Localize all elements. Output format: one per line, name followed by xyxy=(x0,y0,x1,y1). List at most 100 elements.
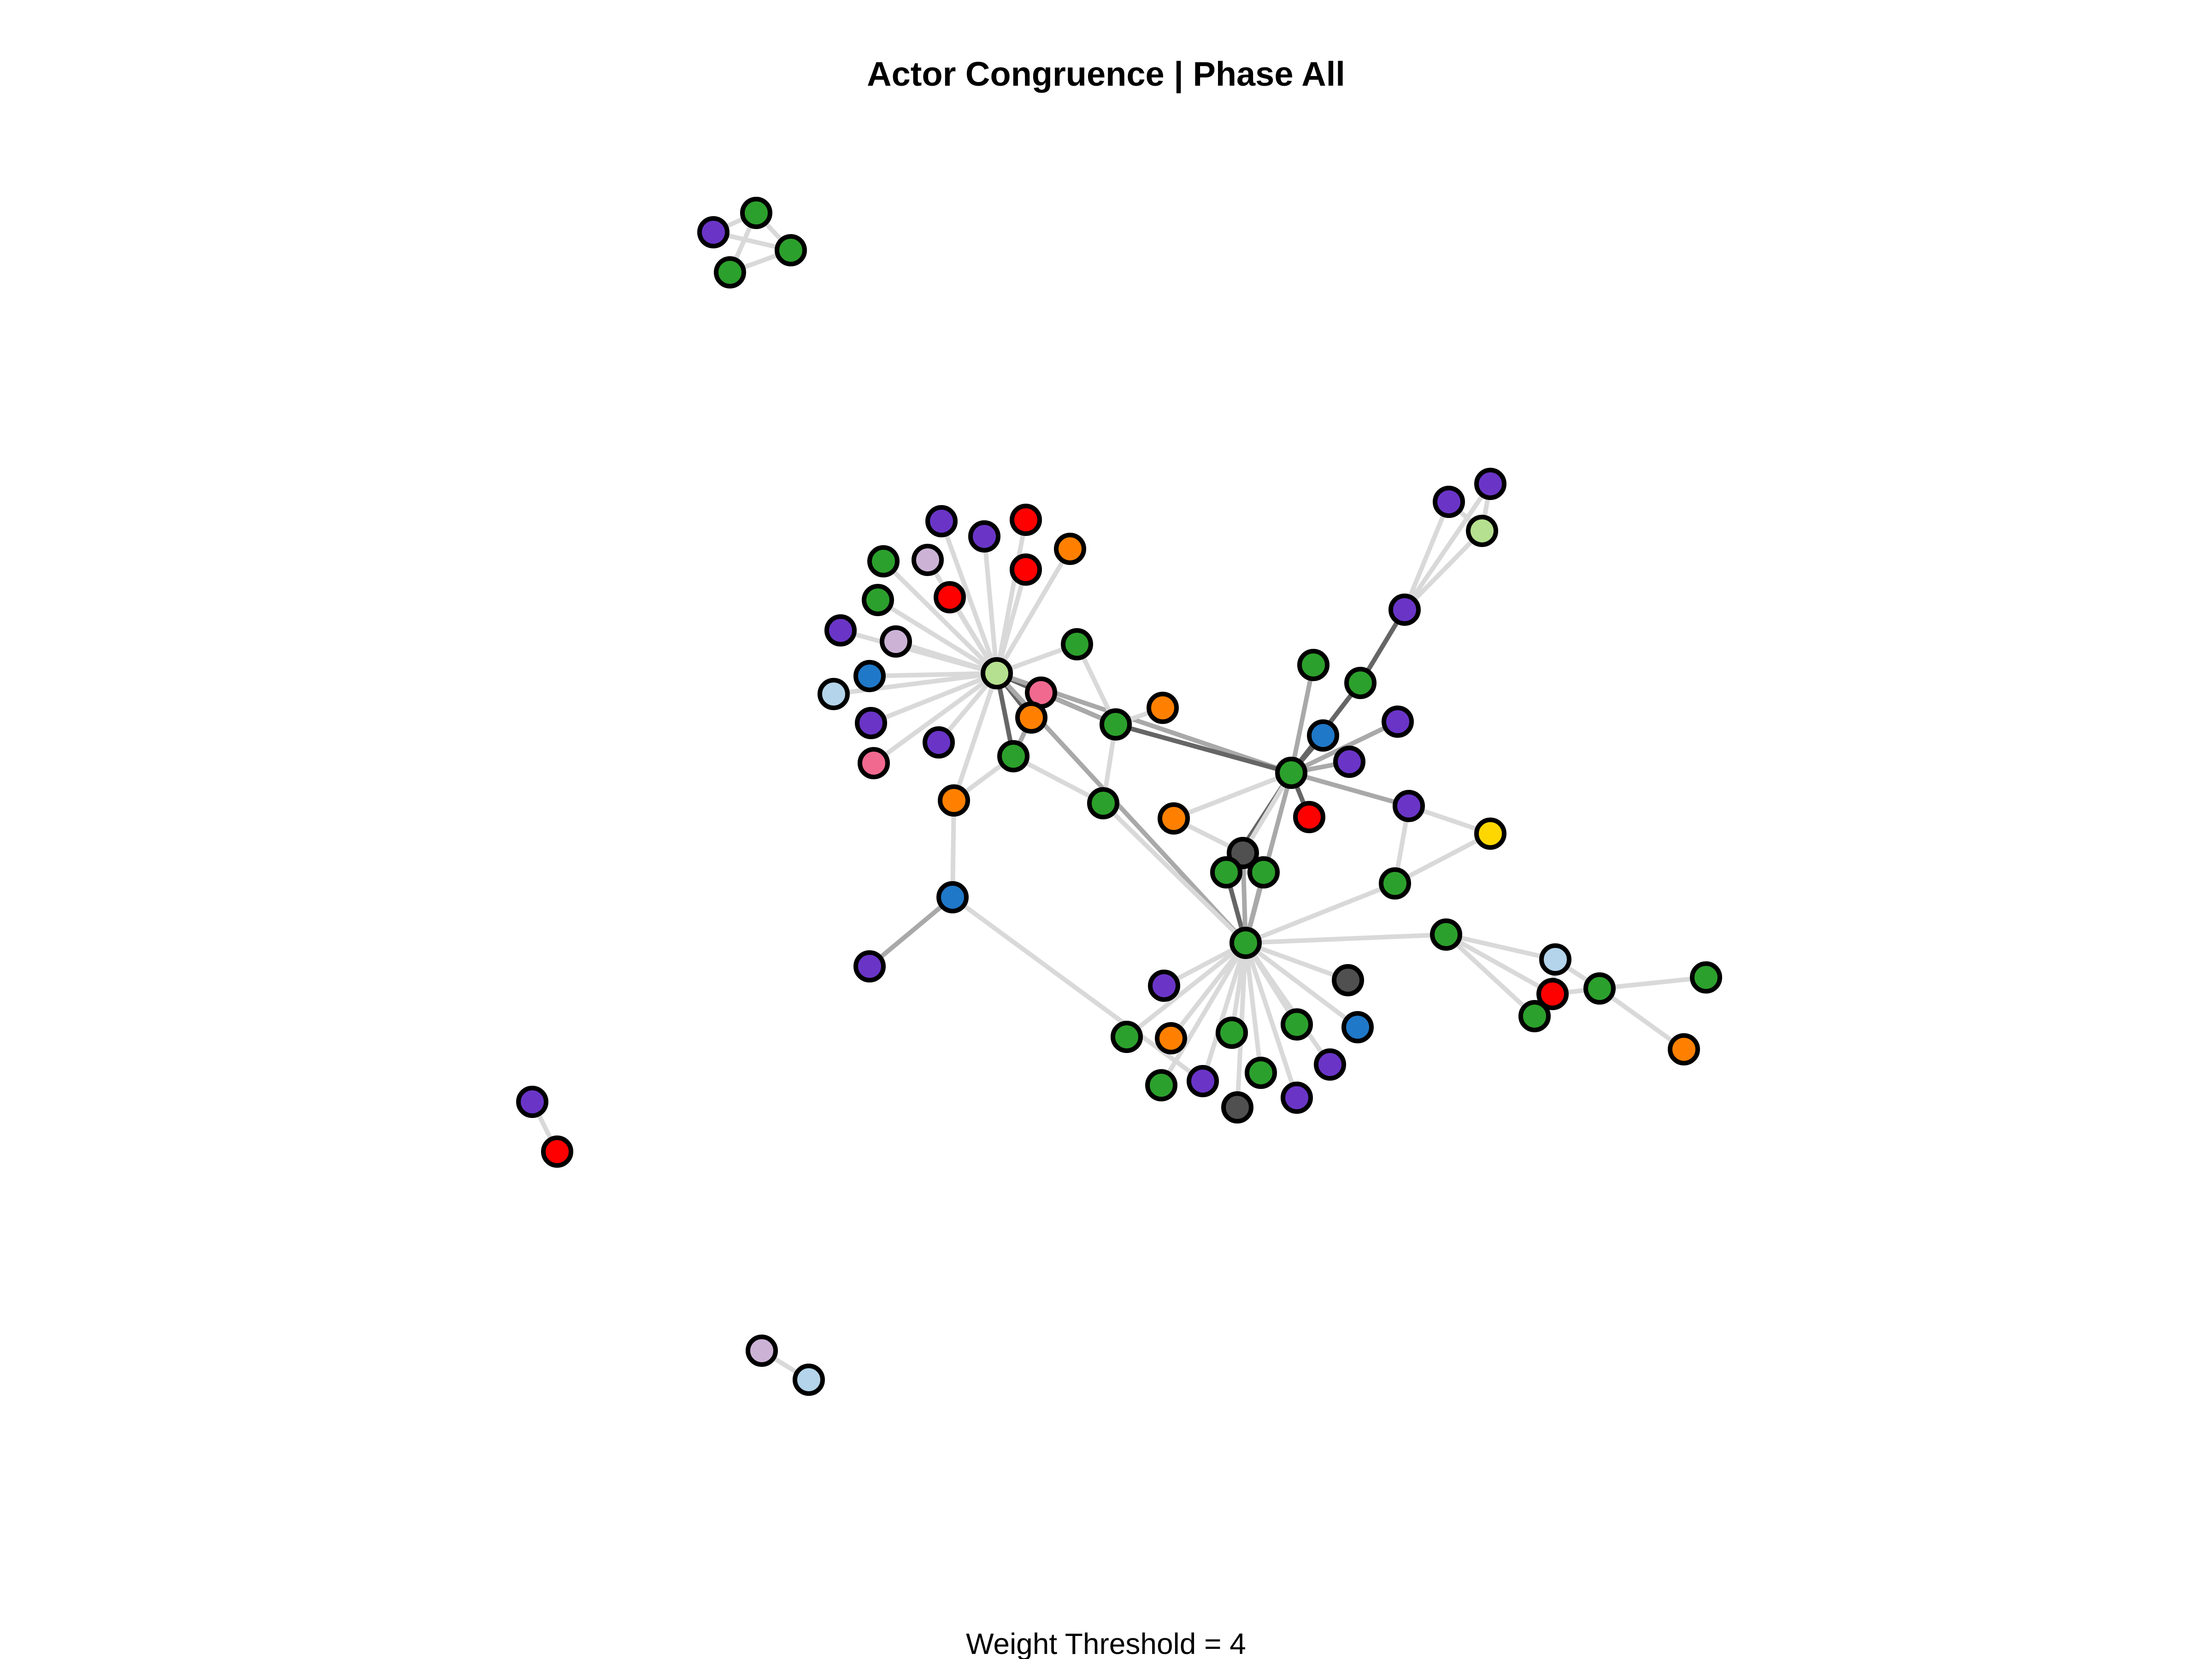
node-x5 xyxy=(1382,706,1414,738)
edge-h1-p15 xyxy=(871,671,999,765)
node-m2 xyxy=(1247,856,1280,888)
edge-s-s4 xyxy=(1169,941,1248,1041)
edge-q1-q2 xyxy=(1402,500,1451,612)
node-p4 xyxy=(867,545,900,577)
node-h7 xyxy=(853,950,886,982)
node-s5 xyxy=(1216,1017,1248,1049)
graph-title: Actor Congruence | Phase All xyxy=(867,55,1345,93)
edge-h1-p2 xyxy=(982,534,999,676)
node-h3 xyxy=(1015,701,1047,734)
node-x4 xyxy=(1293,801,1325,833)
weight-threshold-caption: Weight Threshold = 4 xyxy=(966,1627,1246,1659)
edge-s-t0 xyxy=(1243,932,1448,945)
node-c2 xyxy=(793,1364,825,1396)
edge-q1-q3 xyxy=(1402,482,1493,612)
node-p5 xyxy=(912,544,944,576)
node-x3 xyxy=(1333,746,1365,778)
edge-s-s11 xyxy=(1243,941,1332,1067)
node-g4 xyxy=(1158,802,1190,835)
edge-t0-t3 xyxy=(1444,932,1537,1018)
node-h5 xyxy=(938,784,970,817)
node-m1 xyxy=(1210,856,1242,888)
node-p10 xyxy=(824,614,857,647)
edge-h4-g3 xyxy=(1011,754,1106,806)
node-b2 xyxy=(541,1135,573,1168)
edge-hub-x1 xyxy=(1289,663,1316,775)
node-p8 xyxy=(862,584,894,616)
node-r3 xyxy=(1379,867,1411,900)
node-x6 xyxy=(1344,667,1377,699)
node-p3 xyxy=(1010,504,1042,536)
edge-q1-q4 xyxy=(1402,529,1484,612)
node-h6 xyxy=(936,881,969,913)
node-s2 xyxy=(1332,964,1364,996)
node-layer xyxy=(516,197,1722,1396)
node-t4 xyxy=(1583,972,1616,1005)
edge-t0-t1 xyxy=(1444,932,1558,962)
edge-h1-p14 xyxy=(869,671,999,725)
edge-h5-h6 xyxy=(950,798,956,900)
edge-h1-p1 xyxy=(939,519,999,676)
node-s9 xyxy=(1187,1065,1219,1097)
node-s7 xyxy=(1341,1011,1374,1043)
node-t3 xyxy=(1518,1000,1551,1032)
node-p17 xyxy=(1061,628,1093,660)
edge-h1-h5 xyxy=(952,671,999,803)
edge-h6-h7 xyxy=(867,895,955,969)
node-a4 xyxy=(714,256,746,288)
node-p2 xyxy=(968,520,1000,553)
node-x2 xyxy=(1307,719,1339,752)
node-a1 xyxy=(697,216,729,248)
edge-r3-s xyxy=(1243,881,1397,945)
node-a2 xyxy=(740,197,772,229)
edge-hub-g4 xyxy=(1171,771,1294,821)
node-p15 xyxy=(858,747,890,779)
edge-t4-t6 xyxy=(1597,986,1686,1052)
node-s1 xyxy=(1148,970,1180,1002)
node-s8 xyxy=(1145,1069,1177,1101)
node-s xyxy=(1230,927,1262,959)
edge-r2-r3 xyxy=(1393,831,1493,886)
edge-s-s13 xyxy=(1243,941,1299,1100)
node-b1 xyxy=(516,1086,548,1118)
node-s3 xyxy=(1111,1021,1143,1053)
node-t1 xyxy=(1539,943,1571,976)
node-t6 xyxy=(1668,1033,1700,1065)
node-g3 xyxy=(1087,787,1119,819)
node-t2 xyxy=(1536,978,1569,1010)
node-p16 xyxy=(923,726,955,759)
node-p1 xyxy=(925,505,958,537)
node-s4 xyxy=(1155,1022,1187,1054)
node-q2 xyxy=(1433,486,1465,518)
edge-s-s2 xyxy=(1243,941,1350,982)
edge-hub-r1 xyxy=(1289,771,1411,808)
edge-h1-p6 xyxy=(994,567,1028,676)
node-r2 xyxy=(1474,818,1506,850)
node-t5 xyxy=(1690,961,1722,994)
node-t0 xyxy=(1430,918,1462,951)
node-s12 xyxy=(1221,1091,1253,1124)
edge-s-s10 xyxy=(1243,941,1263,1075)
node-s13 xyxy=(1281,1082,1313,1114)
node-hub xyxy=(1275,757,1307,789)
node-p12 xyxy=(853,660,886,692)
edge-t4-t5 xyxy=(1597,975,1708,991)
node-p13 xyxy=(818,678,850,710)
node-p14 xyxy=(855,707,887,739)
edge-layer xyxy=(530,211,1708,1382)
node-s11 xyxy=(1314,1048,1346,1081)
node-p7 xyxy=(1054,533,1086,565)
node-s10 xyxy=(1245,1057,1277,1089)
node-x1 xyxy=(1297,649,1330,681)
edge-s-s7 xyxy=(1243,941,1360,1030)
edge-h1-p11 xyxy=(894,639,999,676)
node-h1 xyxy=(981,657,1013,689)
edge-g1-hub xyxy=(1113,722,1294,775)
edge-g3-s xyxy=(1101,801,1248,945)
node-c1 xyxy=(746,1335,778,1367)
node-p11 xyxy=(880,625,912,658)
node-r1 xyxy=(1393,790,1425,822)
node-h4 xyxy=(997,740,1030,772)
